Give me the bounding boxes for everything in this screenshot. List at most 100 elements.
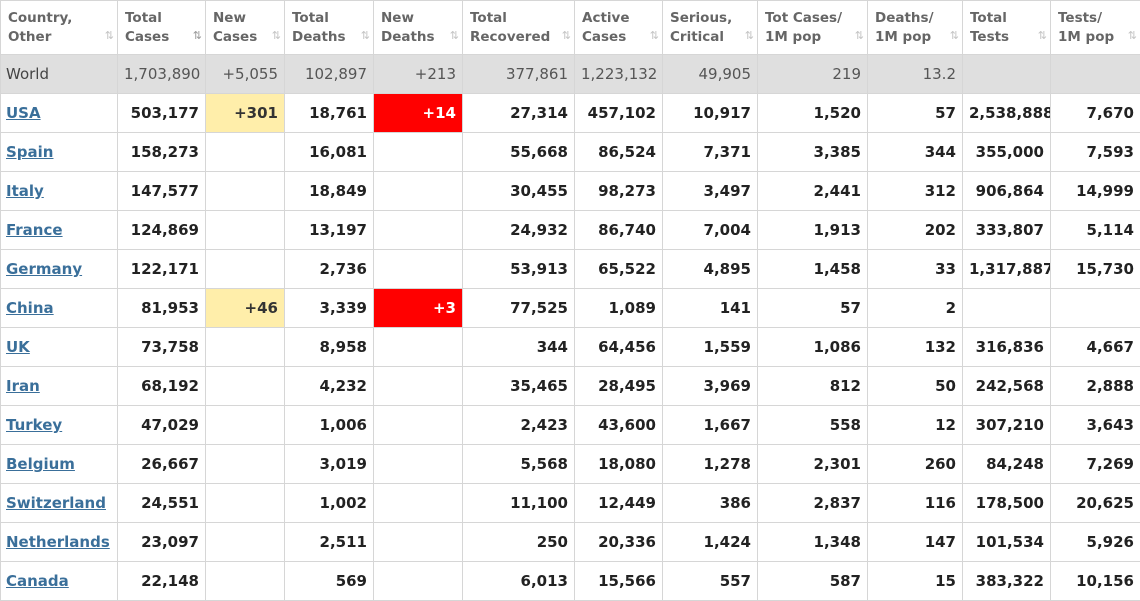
cell-tot-cases-1m: 1,458 bbox=[758, 250, 868, 289]
header-country[interactable]: Country,Other⇅ bbox=[1, 1, 118, 55]
country-link[interactable]: Spain bbox=[6, 143, 53, 161]
sort-arrows-icon[interactable]: ⇅ bbox=[650, 26, 656, 45]
cell-country: World bbox=[1, 55, 118, 94]
cell-country: UK bbox=[1, 328, 118, 367]
sort-arrows-icon[interactable]: ⇅ bbox=[361, 26, 367, 45]
cell-tot-cases-1m: 2,441 bbox=[758, 172, 868, 211]
cell-active-cases: 43,600 bbox=[575, 406, 663, 445]
cell-total-recovered: 30,455 bbox=[463, 172, 575, 211]
header-tests-1m[interactable]: Tests/1M pop ⇅ bbox=[1051, 1, 1140, 55]
cell-country: Netherlands bbox=[1, 523, 118, 562]
cell-tests-1m: 3,643 bbox=[1051, 406, 1140, 445]
country-link[interactable]: UK bbox=[6, 338, 30, 356]
country-link[interactable]: Belgium bbox=[6, 455, 75, 473]
cell-serious-critical: 3,969 bbox=[663, 367, 758, 406]
sort-arrows-icon[interactable]: ⇅ bbox=[745, 26, 751, 45]
header-tot-cases-1m[interactable]: Tot Cases/1M pop⇅ bbox=[758, 1, 868, 55]
header-label-line2: Other bbox=[8, 29, 51, 45]
cell-new-cases bbox=[206, 172, 285, 211]
cell-serious-critical: 10,917 bbox=[663, 94, 758, 133]
cell-total-cases: 124,869 bbox=[118, 211, 206, 250]
cell-country: China bbox=[1, 289, 118, 328]
country-link[interactable]: USA bbox=[6, 104, 41, 122]
cell-total-deaths: 3,339 bbox=[285, 289, 374, 328]
cell-new-cases bbox=[206, 484, 285, 523]
cell-active-cases: 28,495 bbox=[575, 367, 663, 406]
cell-tests-1m: 7,670 bbox=[1051, 94, 1140, 133]
country-link[interactable]: Netherlands bbox=[6, 533, 110, 551]
country-link[interactable]: Italy bbox=[6, 182, 44, 200]
cell-tot-cases-1m: 57 bbox=[758, 289, 868, 328]
cell-tot-cases-1m: 1,913 bbox=[758, 211, 868, 250]
cell-total-deaths: 2,511 bbox=[285, 523, 374, 562]
header-label-line1: Tot Cases/ bbox=[765, 10, 842, 26]
cell-new-cases bbox=[206, 211, 285, 250]
cell-total-tests: 355,000 bbox=[963, 133, 1051, 172]
cell-serious-critical: 1,424 bbox=[663, 523, 758, 562]
header-label-line2: 1M pop bbox=[1058, 29, 1114, 45]
sort-arrows-icon[interactable]: ⇅ bbox=[105, 26, 111, 45]
cell-tot-cases-1m: 812 bbox=[758, 367, 868, 406]
cell-deaths-1m: 202 bbox=[868, 211, 963, 250]
header-deaths-1m[interactable]: Deaths/1M pop⇅ bbox=[868, 1, 963, 55]
cell-serious-critical: 1,278 bbox=[663, 445, 758, 484]
sort-arrows-icon[interactable]: ⇅ bbox=[1128, 26, 1134, 45]
sort-arrows-icon[interactable]: ⇅ bbox=[562, 26, 568, 45]
country-link[interactable]: Germany bbox=[6, 260, 82, 278]
cell-total-recovered: 5,568 bbox=[463, 445, 575, 484]
cell-new-deaths bbox=[374, 211, 463, 250]
cell-total-tests: 242,568 bbox=[963, 367, 1051, 406]
country-link[interactable]: China bbox=[6, 299, 54, 317]
country-link[interactable]: Switzerland bbox=[6, 494, 106, 512]
cell-new-deaths bbox=[374, 523, 463, 562]
header-label: Country,Other bbox=[8, 9, 113, 47]
cell-serious-critical: 557 bbox=[663, 562, 758, 601]
cell-new-cases bbox=[206, 328, 285, 367]
sort-arrows-icon[interactable]: ⇅ bbox=[193, 26, 199, 45]
cell-tot-cases-1m: 587 bbox=[758, 562, 868, 601]
sort-arrows-icon[interactable]: ⇅ bbox=[950, 26, 956, 45]
sort-arrows-icon[interactable]: ⇅ bbox=[272, 26, 278, 45]
cell-tests-1m: 5,926 bbox=[1051, 523, 1140, 562]
header-label-line2: Cases bbox=[582, 29, 626, 45]
cell-tot-cases-1m: 1,520 bbox=[758, 94, 868, 133]
header-label-line1: Tests/ bbox=[1058, 10, 1102, 26]
cell-active-cases: 12,449 bbox=[575, 484, 663, 523]
sort-arrows-icon[interactable]: ⇅ bbox=[855, 26, 861, 45]
sort-arrows-icon[interactable]: ⇅ bbox=[1038, 26, 1044, 45]
cell-country: Germany bbox=[1, 250, 118, 289]
cell-deaths-1m: 15 bbox=[868, 562, 963, 601]
cell-tot-cases-1m: 1,086 bbox=[758, 328, 868, 367]
cell-total-recovered: 55,668 bbox=[463, 133, 575, 172]
header-label-line2: 1M pop bbox=[875, 29, 931, 45]
country-link[interactable]: Turkey bbox=[6, 416, 62, 434]
cell-tot-cases-1m: 219 bbox=[758, 55, 868, 94]
country-link[interactable]: Canada bbox=[6, 572, 69, 590]
cell-active-cases: 1,089 bbox=[575, 289, 663, 328]
header-label-line2: Tests bbox=[970, 29, 1009, 45]
cell-new-deaths bbox=[374, 445, 463, 484]
country-link[interactable]: Iran bbox=[6, 377, 40, 395]
cell-total-cases: 81,953 bbox=[118, 289, 206, 328]
header-serious-critical[interactable]: Serious,Critical⇅ bbox=[663, 1, 758, 55]
country-link[interactable]: France bbox=[6, 221, 63, 239]
header-label-line1: Serious, bbox=[670, 10, 732, 26]
cell-total-recovered: 35,465 bbox=[463, 367, 575, 406]
cell-new-cases bbox=[206, 562, 285, 601]
cell-serious-critical: 386 bbox=[663, 484, 758, 523]
cell-tot-cases-1m: 3,385 bbox=[758, 133, 868, 172]
cell-tests-1m: 7,593 bbox=[1051, 133, 1140, 172]
sort-arrows-icon[interactable]: ⇅ bbox=[450, 26, 456, 45]
